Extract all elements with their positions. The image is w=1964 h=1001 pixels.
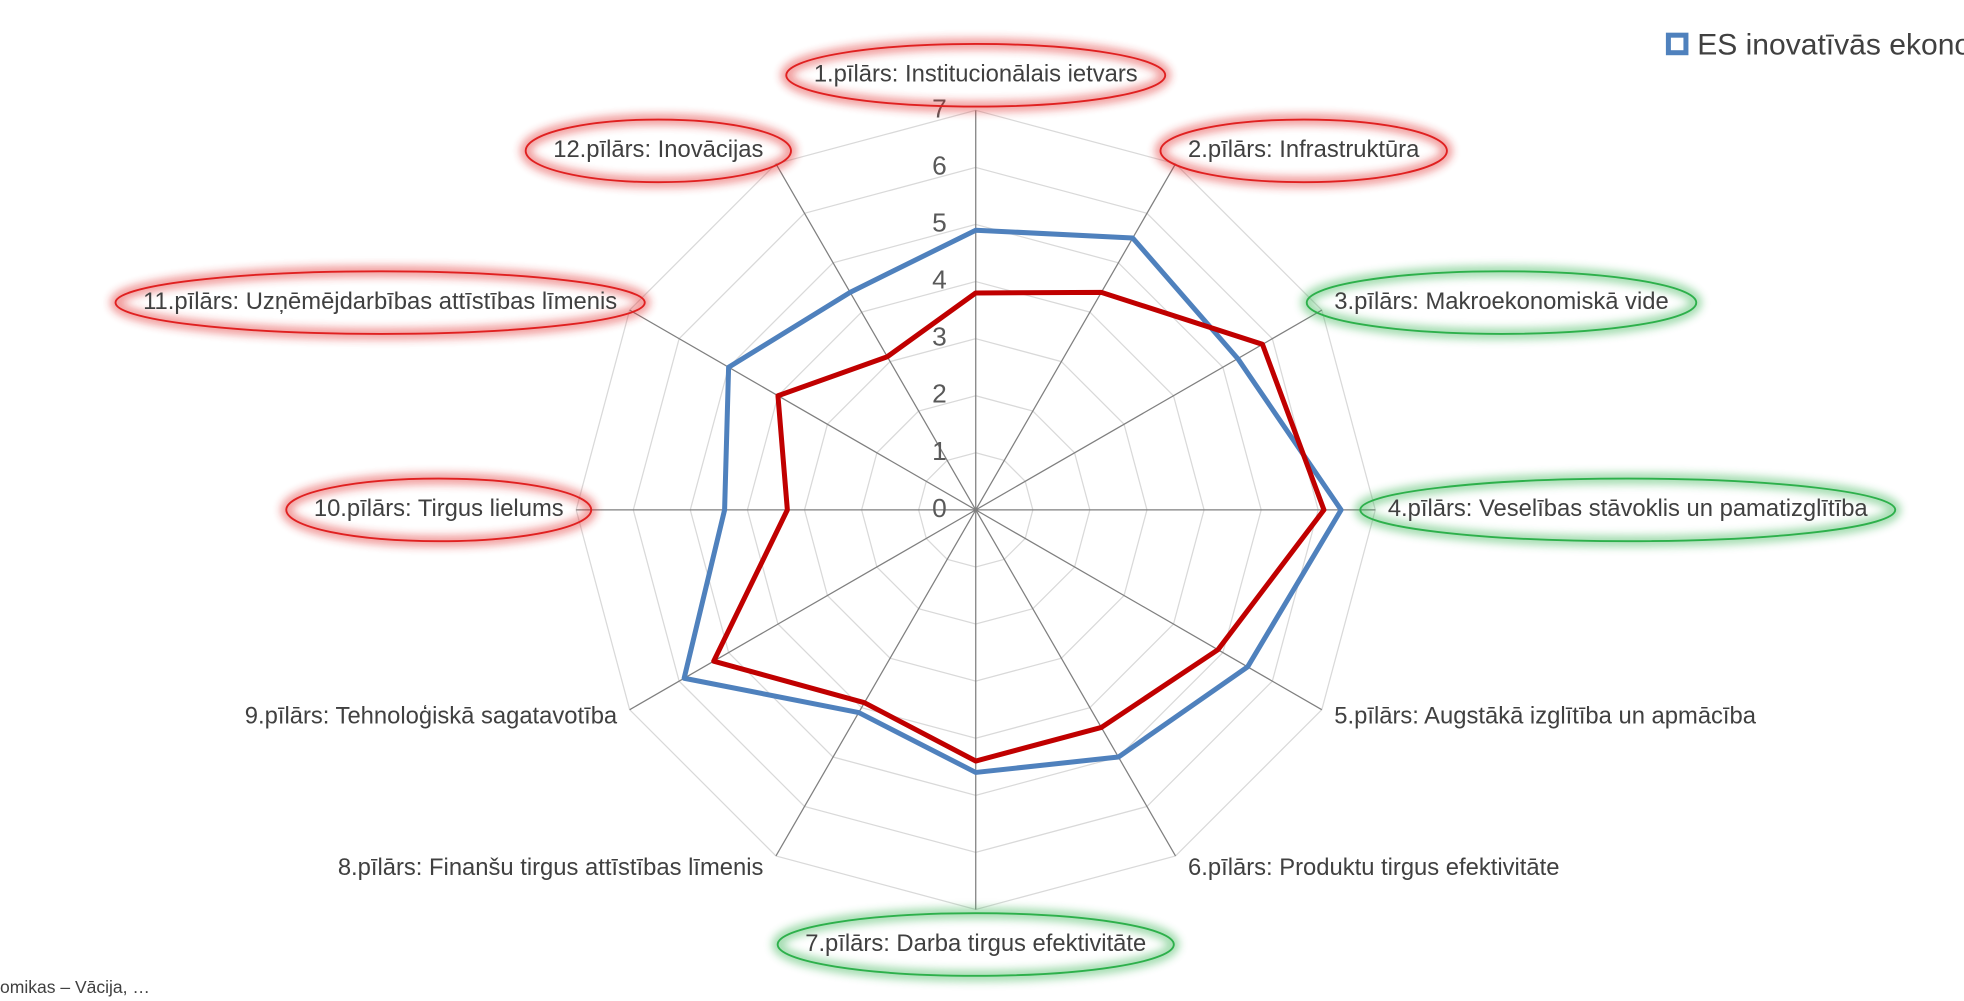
highlight-ring [785,43,1167,108]
axis-spoke [775,163,977,511]
highlight-ring [1359,477,1897,543]
category-label: 2.pīlārs: Infrastruktūra [1188,136,1420,163]
category-label: 7.pīlārs: Darba tirgus efektivitāte [805,930,1146,957]
grid [575,109,1376,911]
tick-label: 3 [932,322,947,352]
axis-spoke [775,509,977,857]
highlight-ring [1159,118,1448,184]
category-label: 3.pīlārs: Makroekonomiskā vide [1334,288,1668,315]
legend-label: ES inovatīvās ekono [1697,28,1964,61]
legend-swatch [1665,32,1689,56]
category-label: 5.pīlārs: Augstākā izglītība un apmācība [1334,702,1756,729]
tick-label: 5 [932,207,947,237]
axis-spoke [975,509,1177,857]
category-label: 10.pīlārs: Tirgus lielums [314,495,564,522]
annotation: omikas – Vācija, … [0,977,150,997]
category-label: 6.pīlārs: Produktu tirgus efektivitāte [1188,854,1559,881]
series-line [711,289,1327,764]
category-label: 9.pīlārs: Tehnoloģiskā sagatavotība [245,702,618,729]
highlight-ring [1305,270,1698,335]
category-label: 12.pīlārs: Inovācijas [553,136,763,163]
axis-spoke [629,309,977,511]
axis-spoke [975,163,1177,511]
category-label: 4.pīlārs: Veselības stāvoklis un pamatiz… [1388,495,1869,522]
highlight-ring [776,912,1175,977]
category-label: 11.pīlārs: Uzņēmējdarbības attīstības lī… [143,288,617,315]
tick-label: 4 [932,265,947,295]
highlight-ring [524,118,792,184]
tick-label: 6 [932,150,947,180]
category-label: 8.pīlārs: Finanšu tirgus attīstības līme… [338,854,764,881]
axis-spoke [975,509,1323,711]
series-line [681,227,1344,775]
tick-label: 0 [932,493,947,523]
tick-label: 2 [932,379,947,409]
category-label: 1.pīlārs: Institucionālais ietvars [814,61,1138,88]
highlight-ring [285,477,593,543]
plot-area [681,227,1344,775]
tick-label: 1 [932,436,947,466]
highlight-ring [114,270,646,335]
